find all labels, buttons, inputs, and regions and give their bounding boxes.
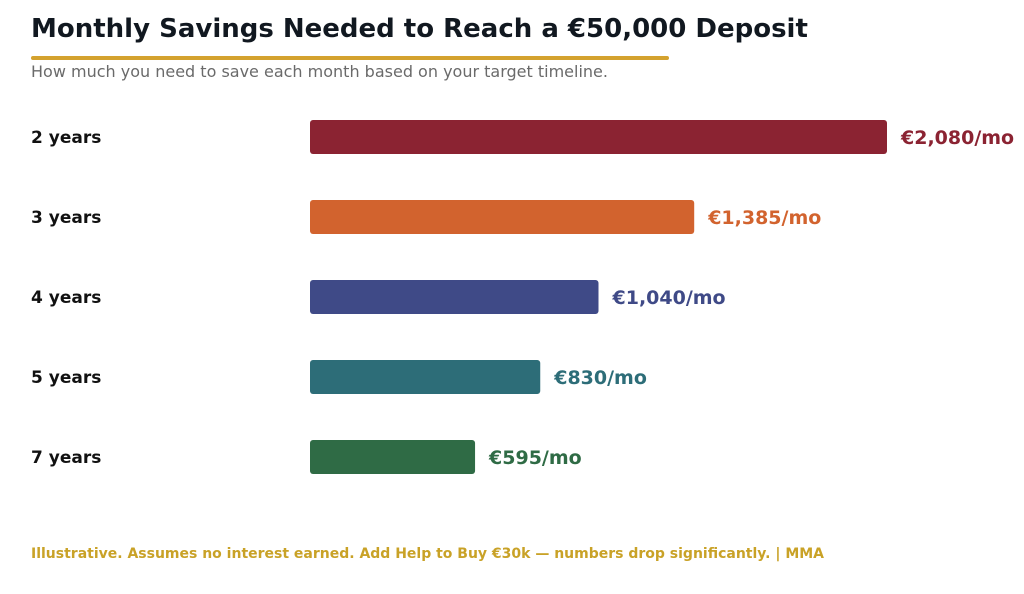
- bar: [310, 440, 476, 474]
- value-label: €830/mo: [553, 367, 647, 389]
- value-label: €1,040/mo: [612, 287, 726, 309]
- bar: [310, 280, 599, 314]
- category-label: 4 years: [31, 288, 101, 308]
- bar: [310, 360, 541, 394]
- bar: [310, 200, 695, 234]
- category-label: 7 years: [31, 448, 101, 468]
- bar: [310, 120, 887, 154]
- value-label: €2,080/mo: [900, 127, 1014, 149]
- category-label: 5 years: [31, 368, 101, 388]
- page-subtitle: How much you need to save each month bas…: [31, 62, 608, 81]
- title-underline: [31, 56, 669, 60]
- value-label: €595/mo: [488, 447, 582, 469]
- value-label: €1,385/mo: [707, 207, 821, 229]
- category-label: 3 years: [31, 208, 101, 228]
- page-title: Monthly Savings Needed to Reach a €50,00…: [31, 14, 808, 44]
- category-label: 2 years: [31, 128, 101, 148]
- footnote: Illustrative. Assumes no interest earned…: [31, 546, 825, 562]
